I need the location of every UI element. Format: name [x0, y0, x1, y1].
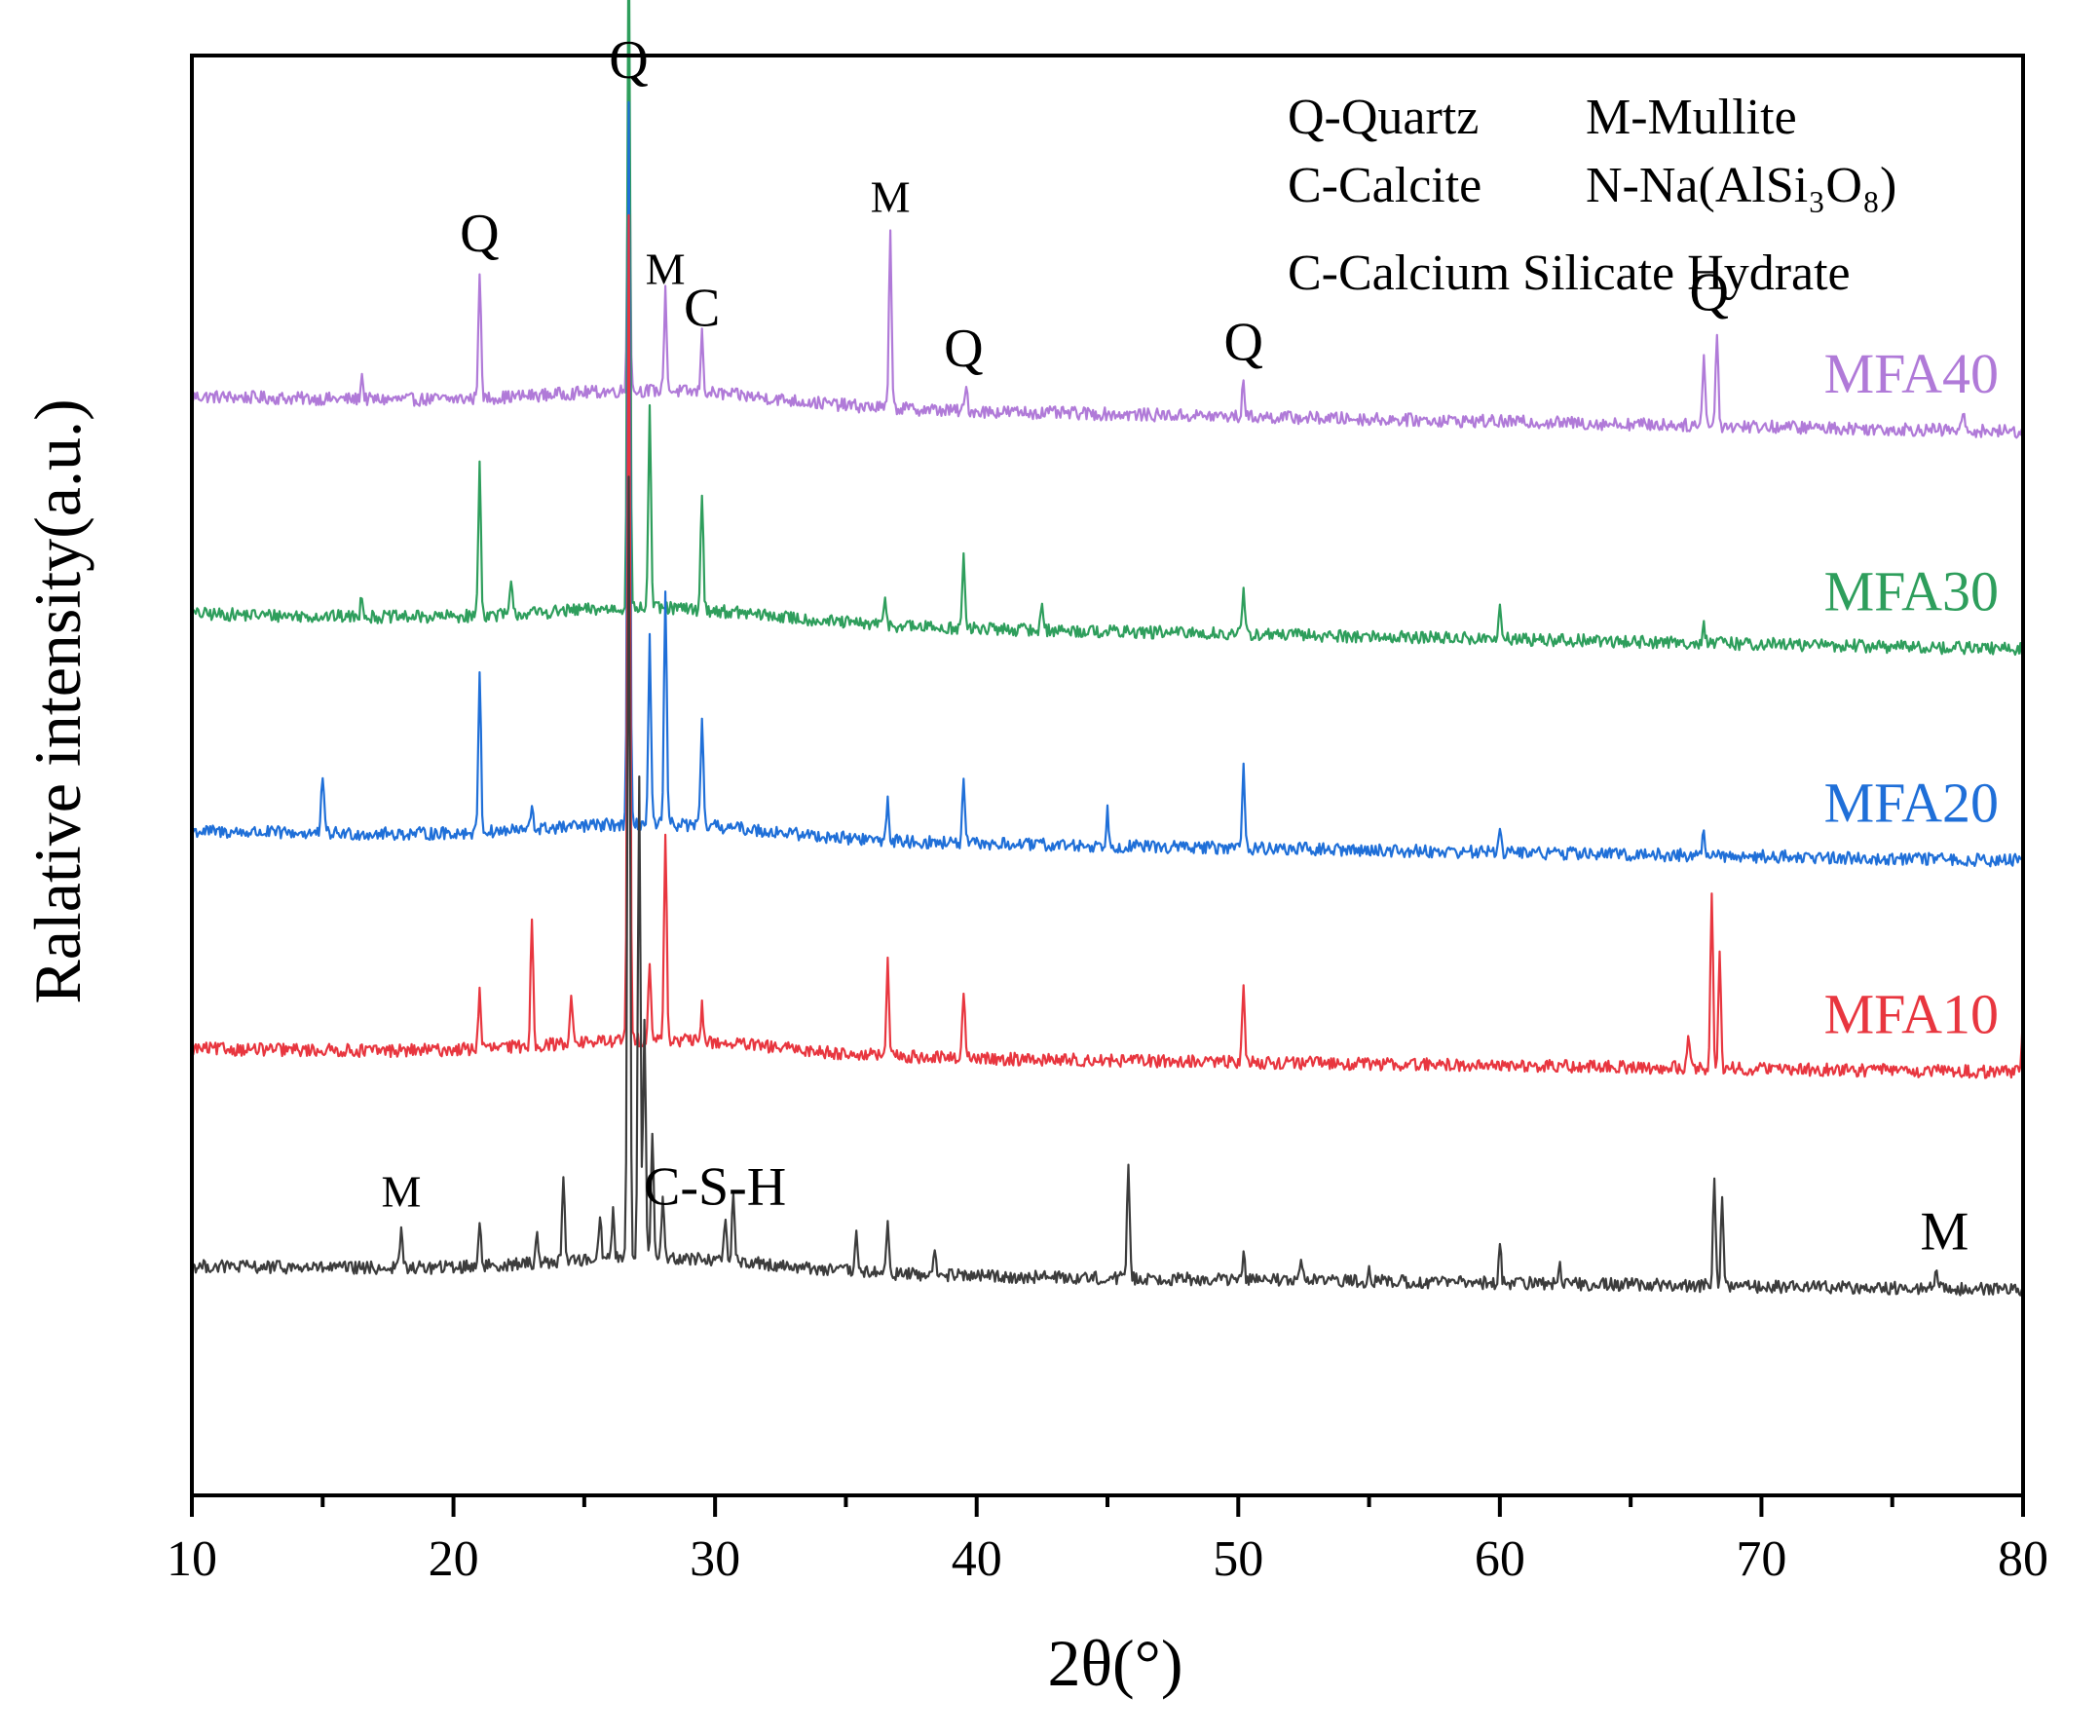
series-line-control [190, 475, 2025, 1297]
peak-annotation: C [684, 279, 720, 339]
peak-annotation: M [646, 245, 686, 294]
peak-annotation: Q [1223, 313, 1262, 373]
legend-entry: C-Calcite [1288, 158, 1481, 213]
series-line-mfa30 [190, 0, 2024, 657]
peak-annotation: M [871, 172, 911, 222]
x-tick-label: 10 [167, 1531, 217, 1587]
series-line-mfa20 [191, 100, 2024, 868]
legend-entry: Q-Quartz [1288, 90, 1479, 145]
x-tick-label: 70 [1736, 1531, 1786, 1587]
axis-layer: 10 20 30 40 50 60 70 80 [167, 54, 2048, 1587]
annotation-layer: QQMCMQQQNMC-S-HM [381, 30, 1969, 1263]
series-label-mfa20: MFA20 [1824, 772, 1999, 835]
y-axis-label: Ralative intensity(a.u.) [20, 398, 94, 1003]
peak-annotation: C-S-H [644, 1156, 786, 1217]
peak-annotation: Q [460, 204, 499, 264]
x-tick-label: 20 [429, 1531, 479, 1587]
peak-annotation: Q [1689, 262, 1728, 322]
series-label-mfa40: MFA40 [1824, 342, 1999, 405]
x-tick-label: 50 [1213, 1531, 1263, 1587]
series-layer: MFA40 MFA30 MFA20 MFA10 [190, 0, 2025, 1297]
x-axis-label: 2θ(°) [1047, 1626, 1182, 1700]
series-line-mfa40 [190, 86, 2024, 439]
peak-annotation: Q [944, 319, 983, 379]
x-tick-label: 30 [690, 1531, 740, 1587]
legend-layer: Q-Quartz M-Mullite C-Calcite N-Na(AlSi₃O₈) C… [1288, 90, 1896, 301]
series-line-mfa10 [190, 213, 2025, 1079]
peak-annotation: Q [609, 30, 648, 91]
x-tick-label: 60 [1475, 1531, 1525, 1587]
legend-entry: C-Calcium Silicate Hydrate [1288, 245, 1851, 301]
peak-annotation: M [381, 1166, 421, 1216]
x-tick-label: 80 [1998, 1531, 2048, 1587]
x-tick-label: 40 [952, 1531, 1002, 1587]
peak-annotation: M [1921, 1202, 1969, 1263]
series-label-mfa10: MFA10 [1824, 983, 1999, 1046]
legend-entry: M-Mullite [1586, 90, 1797, 145]
legend-entry: N-Na(AlSi₃O₈) [1586, 158, 1896, 213]
series-label-mfa30: MFA30 [1824, 559, 1999, 623]
